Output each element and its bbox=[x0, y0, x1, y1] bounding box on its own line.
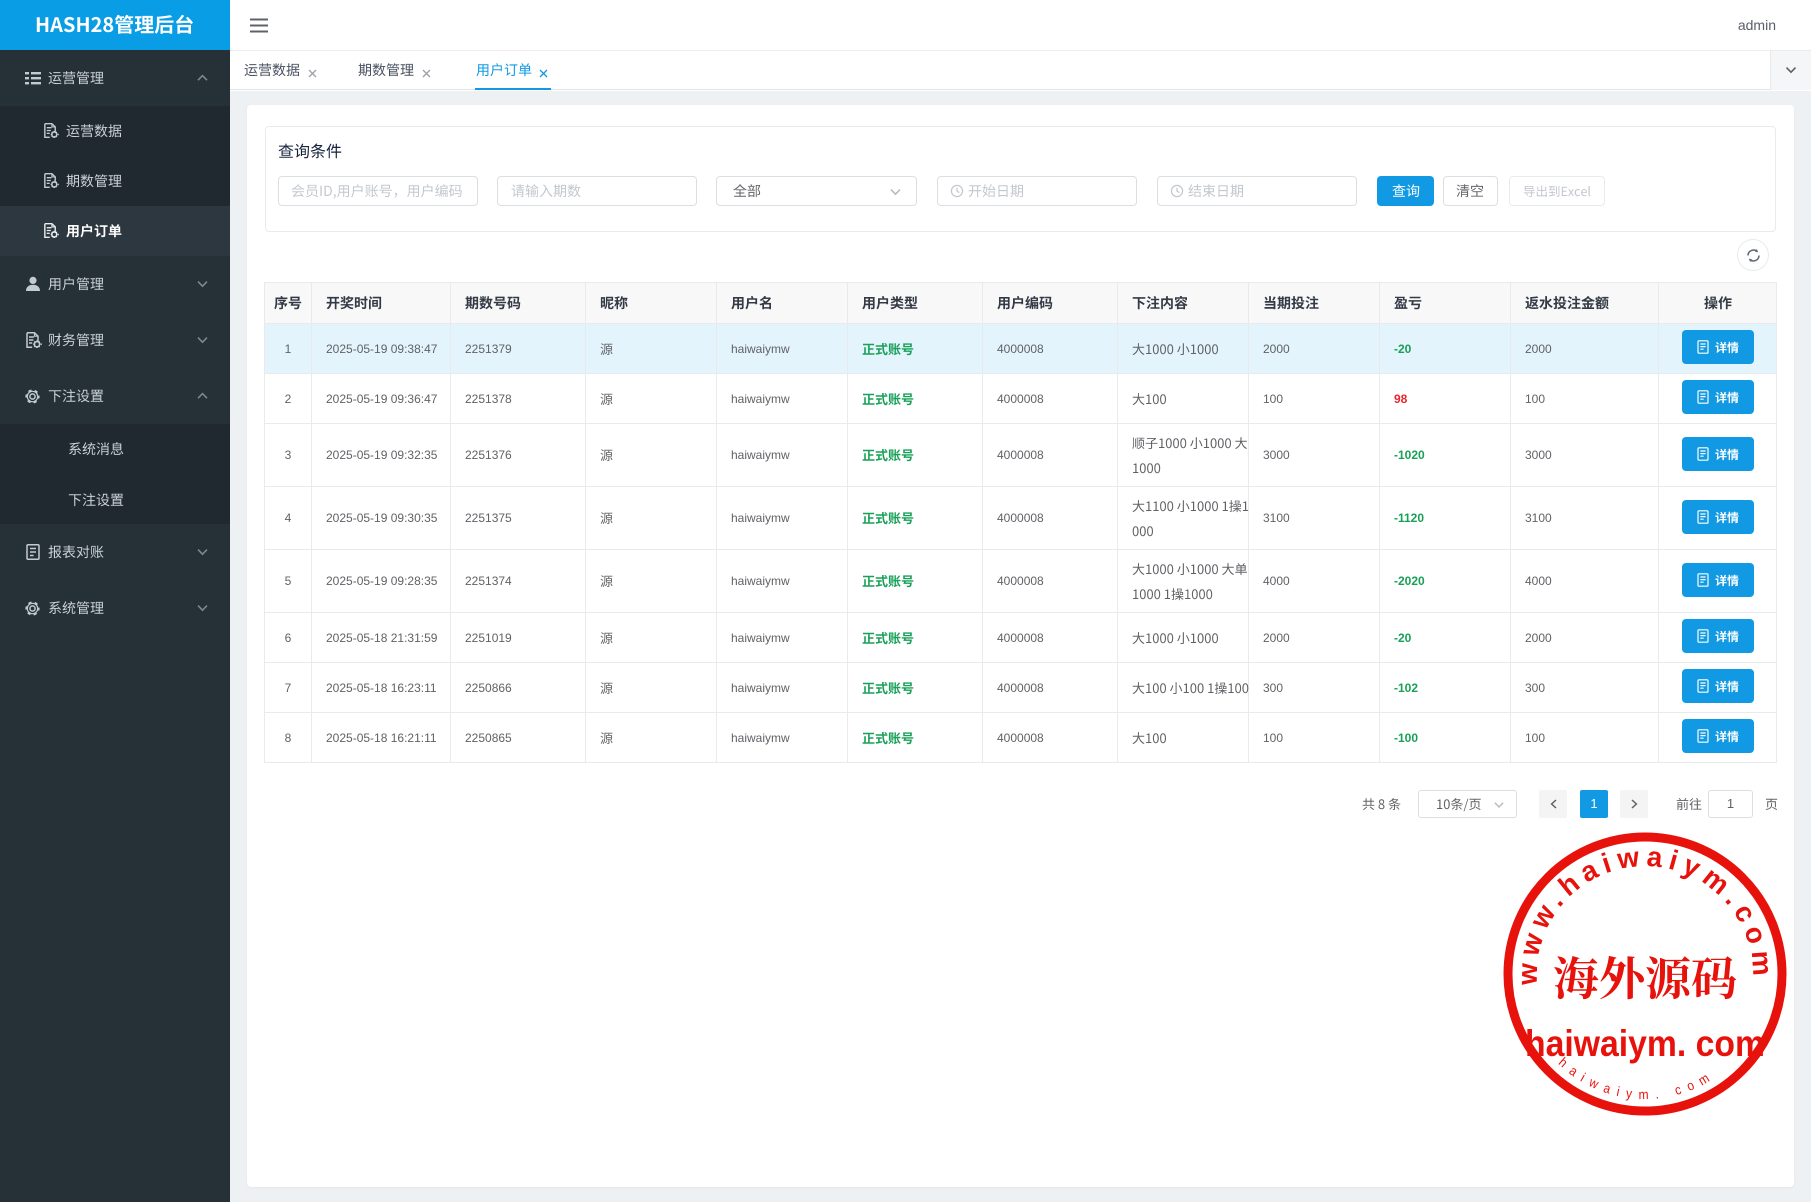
svg-text:www.haiwaiym.com: www.haiwaiym.com bbox=[1512, 840, 1779, 986]
svg-text:haiwaiym. com: haiwaiym. com bbox=[1525, 1023, 1765, 1064]
